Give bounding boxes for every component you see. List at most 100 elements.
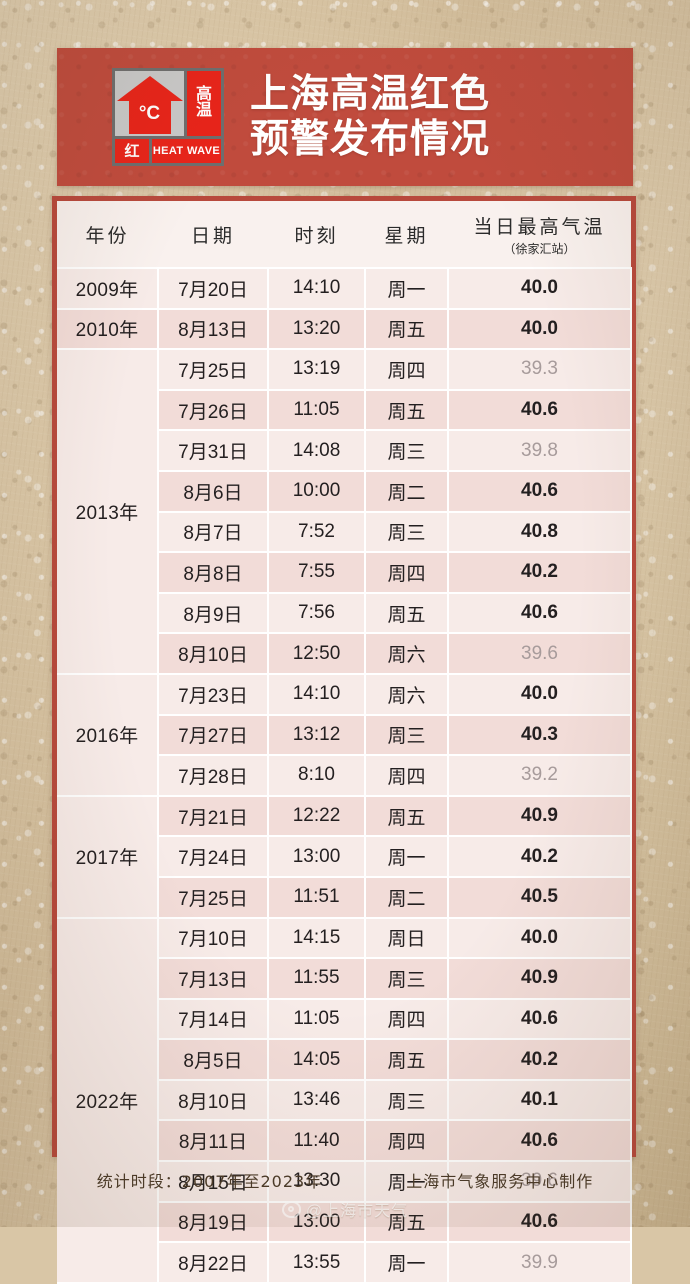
footer-producer: 上海市气象服务中心制作 (406, 1172, 594, 1191)
cell-time: 11:40 (267, 1119, 366, 1163)
cell-max-temp: 40.0 (447, 267, 632, 310)
cell-year: 2009年 (57, 267, 159, 310)
cell-date: 7月25日 (157, 348, 269, 391)
cell-date: 7月21日 (157, 794, 269, 838)
cell-date: 8月5日 (157, 1038, 269, 1081)
table-row: 2017年 7月21日 12:22 周五 40.9 (57, 794, 632, 919)
cell-year: 2022年 (57, 916, 159, 1284)
table-row: 8月15日 13:30 周一 39.6 (57, 1160, 632, 1203)
cell-max-temp: 39.6 (447, 1160, 632, 1203)
cell-weekday: 周五 (364, 307, 449, 351)
cell-max-temp: 40.6 (447, 469, 632, 513)
table-row: 7月26日 11:05 周五 40.6 (57, 388, 632, 432)
column-header-year: 年份 (57, 201, 158, 268)
cell-max-temp: 40.0 (447, 672, 632, 716)
degree-celsius-label: °C (138, 103, 161, 124)
table-row: 8月9日 7:56 周五 40.6 (57, 591, 632, 635)
logo-char-wen: 温 (195, 102, 212, 120)
cell-time: 13:00 (267, 835, 366, 878)
table-row: 7月28日 8:10 周四 39.2 (57, 754, 632, 797)
cell-date: 7月23日 (157, 672, 269, 716)
cell-max-temp: 40.0 (447, 916, 632, 960)
cell-time: 13:30 (267, 1160, 366, 1203)
column-header-date: 日期 (158, 201, 268, 268)
cell-time: 12:22 (267, 794, 366, 838)
cell-time: 14:10 (267, 267, 366, 310)
cell-time: 8:10 (267, 754, 366, 797)
cell-max-temp: 40.2 (447, 551, 632, 594)
cell-max-temp: 40.0 (447, 307, 632, 351)
cell-date: 7月20日 (157, 267, 269, 310)
cell-max-temp: 40.6 (447, 1119, 632, 1163)
cell-time: 14:10 (267, 672, 366, 716)
cell-weekday: 周四 (364, 1119, 449, 1163)
table-row: 8月8日 7:55 周四 40.2 (57, 551, 632, 594)
table-body: 2009年 7月20日 14:10 周一 40.0 2010年 8月13日 13:20 周五 40… (57, 267, 632, 1284)
cell-weekday: 周一 (364, 835, 449, 878)
table-row: 8月10日 13:46 周三 40.1 (57, 1078, 632, 1122)
table-row: 8月6日 10:00 周二 40.6 (57, 469, 632, 513)
warning-records-table: 年份 日期 时刻 星期 当日最高气温 （徐家汇站） 2009年 7月20日 14:1… (57, 201, 632, 1284)
cell-weekday: 周四 (364, 551, 449, 594)
logo-red-level-label: 红 (115, 138, 149, 163)
column-header-max-temp-station: （徐家汇站） (503, 241, 576, 256)
weibo-watermark: @上海市天气 (0, 1197, 690, 1221)
cell-max-temp: 40.2 (447, 835, 632, 878)
cell-date: 7月27日 (157, 713, 269, 757)
cell-time: 11:55 (267, 957, 366, 1000)
cell-time: 13:20 (267, 307, 366, 351)
cell-date: 7月26日 (157, 388, 269, 432)
page-title: 上海高温红色 预警发布情况 (250, 72, 490, 162)
column-header-max-temp-main: 当日最高气温 (473, 215, 606, 238)
cell-weekday: 周五 (364, 388, 449, 432)
cell-max-temp: 39.3 (447, 348, 632, 391)
cell-date: 7月14日 (157, 997, 269, 1041)
cell-time: 7:56 (267, 591, 366, 635)
weibo-icon (281, 1200, 301, 1218)
cell-year: 2013年 (57, 348, 159, 675)
cell-weekday: 周二 (364, 875, 449, 919)
cell-max-temp: 39.6 (447, 632, 632, 675)
thermometer-house-icon: °C (115, 71, 184, 136)
table-row: 8月11日 11:40 周四 40.6 (57, 1119, 632, 1163)
heat-wave-warning-sign-icon: °C 高 温 红 HEAT WAVE (112, 68, 224, 166)
footer-period: 统计时段：2007年至2023年 (96, 1172, 323, 1191)
cell-max-temp: 39.9 (447, 1241, 632, 1284)
table-row: 2022年 7月10日 14:15 周日 40.0 (57, 916, 632, 1284)
cell-max-temp: 40.2 (447, 1038, 632, 1081)
cell-weekday: 周五 (364, 794, 449, 838)
cell-max-temp: 39.2 (447, 754, 632, 797)
cell-max-temp: 40.8 (447, 510, 632, 554)
cell-time: 14:08 (267, 429, 366, 472)
cell-date: 7月24日 (157, 835, 269, 878)
cell-weekday: 周五 (364, 591, 449, 635)
cell-weekday: 周一 (364, 267, 449, 310)
table-row: 7月31日 14:08 周三 39.8 (57, 429, 632, 472)
cell-time: 7:55 (267, 551, 366, 594)
cell-weekday: 周一 (364, 1241, 449, 1284)
column-header-max-temp: 当日最高气温 （徐家汇站） (448, 201, 631, 268)
cell-weekday: 周三 (364, 429, 449, 472)
cell-time: 14:05 (267, 1038, 366, 1081)
cell-date: 8月10日 (157, 632, 269, 675)
cell-time: 14:15 (267, 916, 366, 960)
cell-date: 8月8日 (157, 551, 269, 594)
table-row: 8月5日 14:05 周五 40.2 (57, 1038, 632, 1081)
cell-year: 2017年 (57, 794, 159, 919)
table-row: 2016年 7月23日 14:10 周六 40.0 (57, 672, 632, 797)
cell-date: 8月13日 (157, 307, 269, 351)
cell-weekday: 周三 (364, 957, 449, 1000)
cell-time: 10:00 (267, 469, 366, 513)
cell-date: 7月28日 (157, 754, 269, 797)
cell-weekday: 周四 (364, 348, 449, 391)
footer: 统计时段：2007年至2023年 上海市气象服务中心制作 (0, 1168, 690, 1192)
cell-weekday: 周二 (364, 469, 449, 513)
cell-date: 8月15日 (157, 1160, 269, 1203)
weibo-handle: @上海市天气 (305, 1203, 409, 1220)
table-row: 2010年 8月13日 13:20 周五 40.0 (57, 307, 632, 351)
table-row: 7月24日 13:00 周一 40.2 (57, 835, 632, 878)
cell-time: 11:05 (267, 997, 366, 1041)
cell-weekday: 周六 (364, 672, 449, 716)
table-row: 7月25日 11:51 周二 40.5 (57, 875, 632, 919)
logo-char-gao: 高 (195, 85, 212, 103)
